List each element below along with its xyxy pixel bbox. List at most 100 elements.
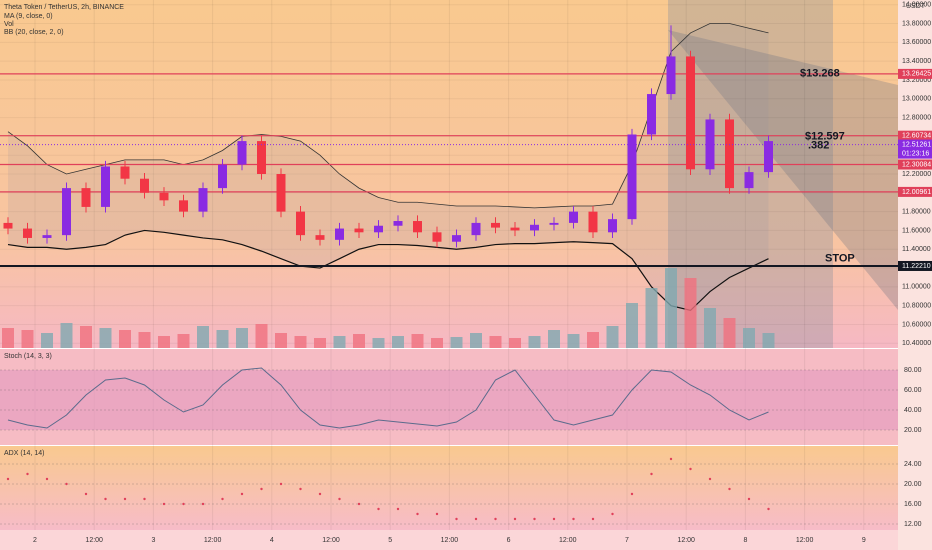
x-tick-label: 6 [507, 537, 511, 544]
stoch-band [0, 370, 898, 430]
y-tick-label: 12.00 [904, 521, 922, 528]
price-axis [898, 0, 932, 550]
candle-body [549, 222, 559, 225]
volume-bar [587, 332, 599, 348]
volume-bar [21, 330, 34, 348]
volume-bar [41, 333, 53, 348]
volume-bar [353, 334, 365, 348]
indicator-bb: BB (20, close, 2, 0) [4, 29, 64, 36]
volume-bar [236, 328, 248, 348]
adx-dot [533, 517, 536, 521]
adx-dot [669, 457, 673, 461]
volume-bar [431, 338, 443, 348]
volume-bar [158, 336, 170, 348]
x-tick-label: 9 [862, 537, 866, 544]
volume-bar [567, 334, 580, 348]
adx-dot [689, 467, 692, 471]
x-tick-label: 8 [743, 537, 747, 544]
adx-dot [143, 497, 146, 501]
candle-body [627, 134, 637, 220]
adx-dot [123, 497, 127, 501]
candle-body [608, 219, 617, 233]
y-tick-label: 11.60000 [902, 227, 931, 234]
candle-body [237, 141, 247, 165]
y-tick-label: 16.00 [904, 501, 922, 508]
volume-bar [762, 333, 775, 348]
volume-bar [509, 338, 521, 348]
x-tick-label: 3 [151, 537, 155, 544]
volume-bar [548, 330, 560, 348]
adx-dot [104, 497, 107, 501]
adx-pane [0, 446, 898, 530]
adx-dot [357, 502, 361, 506]
volume-bar [294, 336, 307, 348]
last-price-label: 12.51261 [902, 141, 931, 148]
volume-bar [411, 334, 424, 348]
x-tick-label: 12:00 [85, 537, 103, 544]
candle-body [510, 227, 520, 231]
adx-dot [416, 512, 419, 516]
candle-body [62, 188, 71, 236]
volume-bar [684, 278, 697, 348]
adx-dot [162, 502, 166, 506]
adx-dot [650, 472, 653, 476]
candle-body [530, 224, 539, 231]
level-label: 12.60734 [902, 133, 931, 140]
adx-dot [708, 477, 712, 481]
x-tick-label: 12:00 [559, 537, 577, 544]
candle-body [296, 211, 305, 236]
adx-dot [279, 482, 283, 486]
level-tag [898, 159, 932, 170]
candle-body [647, 94, 656, 135]
level-label: 13.26425 [902, 71, 931, 78]
adx-dot [221, 497, 224, 501]
adx-title: ADX (14, 14) [4, 450, 44, 457]
candle-body [101, 166, 110, 207]
annotation: $12.597 [805, 131, 845, 143]
adx-dot [299, 487, 302, 491]
adx-dot [182, 502, 185, 506]
candle-body [432, 232, 442, 242]
adx-dot [630, 492, 634, 496]
adx-dot [377, 507, 380, 511]
candle-body [764, 141, 773, 173]
adx-dot [611, 512, 614, 516]
y-tick-label: 13.80000 [902, 20, 931, 27]
y-tick-label: 20.00 [904, 427, 922, 434]
currency: USDT [906, 3, 926, 10]
adx-dot [435, 512, 439, 516]
y-tick-label: 20.00 [904, 481, 922, 488]
adx-dot [455, 517, 458, 521]
annotation: $13.268 [800, 67, 840, 79]
adx-dot [240, 492, 244, 496]
volume-bar [528, 336, 541, 348]
indicator-vol: Vol [4, 21, 14, 28]
adx-dot [474, 517, 478, 521]
adx-dot [747, 497, 751, 501]
volume-bar [743, 328, 755, 348]
adx-dot [591, 517, 595, 521]
x-tick-label: 5 [388, 537, 392, 544]
candle-body [276, 174, 286, 212]
candle-body [218, 164, 227, 189]
candle-body [413, 221, 422, 233]
volume-bar [255, 324, 268, 348]
indicator-ma: MA (9, close, 0) [4, 13, 53, 20]
candle-body [471, 222, 481, 236]
candle-body [491, 222, 500, 228]
symbol-title: Theta Token / TetherUS, 2h, BINANCE [4, 4, 124, 11]
stoch-k [7, 367, 769, 429]
candle-body [354, 228, 364, 233]
time-axis [0, 530, 898, 550]
candle-body [374, 225, 383, 233]
annotation: STOP [825, 253, 855, 265]
adx-dot [396, 507, 400, 511]
volume-bar [626, 303, 638, 348]
candle-body [705, 119, 715, 170]
candle-body [198, 188, 208, 212]
candle-body [666, 56, 676, 95]
adx-dot [201, 502, 205, 506]
fan [668, 30, 898, 310]
level-tag [898, 68, 932, 79]
volume-bar [80, 326, 92, 348]
